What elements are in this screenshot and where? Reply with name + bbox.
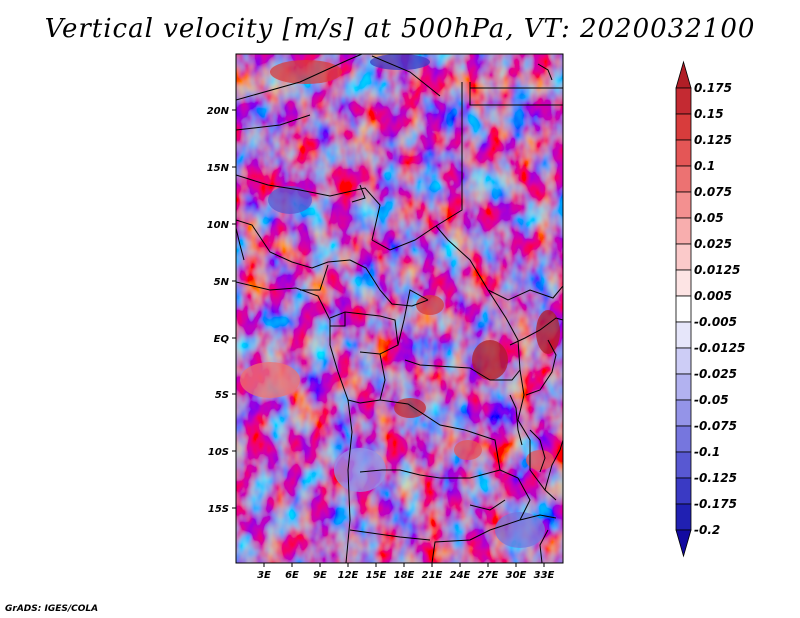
- colorbar-segment: [675, 60, 692, 89]
- x-tick-label: 18E: [394, 570, 415, 581]
- colorbar-label: -0.075: [694, 419, 737, 433]
- intense-ascent-patches: [240, 54, 560, 548]
- colorbar-segment: [675, 295, 692, 323]
- y-tick-label: 15N: [207, 163, 230, 174]
- x-tick-label: 9E: [313, 570, 327, 581]
- x-tick-label: 12E: [338, 570, 359, 581]
- colorbar-segment: [675, 113, 692, 141]
- colorbar-segment: [675, 373, 692, 401]
- colorbar-segment: [675, 191, 692, 219]
- colorbar-label: -0.025: [694, 367, 737, 381]
- colorbar-label: 0.125: [694, 133, 732, 147]
- grads-credit: GrADS: IGES/COLA: [5, 604, 99, 614]
- colorbar-segment: [675, 87, 692, 115]
- colorbar-label: 0.05: [694, 211, 724, 225]
- colorbar-segment: [675, 425, 692, 453]
- colorbar-label: 0.1: [694, 159, 715, 173]
- colorbar-label: 0.005: [694, 289, 732, 303]
- colorbar-label: -0.005: [694, 315, 737, 329]
- colorbar-label: -0.175: [694, 497, 737, 511]
- country-boundaries: [236, 54, 563, 563]
- chart-title: Vertical velocity [m/s] at 500hPa, VT: 2…: [44, 14, 756, 44]
- colorbar-segment: [675, 347, 692, 375]
- colorbar-segment: [675, 165, 692, 193]
- colorbar-segment: [675, 321, 692, 349]
- y-tick-labels: 20N 15N 10N 5N EQ 5S 10S 15S: [207, 106, 230, 515]
- colorbar-segment: [675, 503, 692, 531]
- colorbar-segment: [675, 399, 692, 427]
- map-plot-area: [236, 54, 563, 563]
- y-tick-label: EQ: [214, 334, 230, 345]
- x-tick-label: 27E: [478, 570, 499, 581]
- colorbar-label: 0.075: [694, 185, 732, 199]
- y-tick-label: 5N: [214, 277, 230, 288]
- x-tick-labels: 3E 6E 9E 12E 15E 18E 21E 24E 27E 30E 33E: [257, 570, 554, 581]
- map-frame: [235, 53, 564, 564]
- colorbar: 0.175 0.15 0.125 0.1 0.075 0.05 0.025 0.0125 0.0…: [675, 60, 745, 558]
- y-tick-label: 10S: [208, 447, 229, 458]
- x-tick-label: 3E: [257, 570, 271, 581]
- x-tick-label: 15E: [366, 570, 387, 581]
- colorbar-segment: [675, 477, 692, 505]
- vertical-velocity-field: [236, 54, 563, 563]
- colorbar-segment: [675, 451, 692, 479]
- y-tick-label: 5S: [215, 390, 229, 401]
- colorbar-label: -0.0125: [694, 341, 745, 355]
- colorbar-segment: [675, 529, 692, 558]
- x-ticks: [263, 563, 545, 567]
- y-tick-label: 15S: [208, 504, 229, 515]
- colorbar-segment: [675, 139, 692, 167]
- x-tick-label: 30E: [506, 570, 527, 581]
- y-ticks: [232, 109, 236, 509]
- x-tick-label: 21E: [422, 570, 443, 581]
- x-tick-label: 24E: [450, 570, 471, 581]
- x-tick-label: 33E: [534, 570, 555, 581]
- colorbar-segment: [675, 269, 692, 297]
- colorbar-label: -0.05: [694, 393, 729, 407]
- colorbar-label: 0.0125: [694, 263, 740, 277]
- colorbar-label: -0.125: [694, 471, 737, 485]
- colorbar-label: 0.025: [694, 237, 732, 251]
- colorbar-label: -0.1: [694, 445, 720, 459]
- colorbar-label: -0.2: [694, 523, 720, 537]
- colorbar-segment: [675, 243, 692, 271]
- colorbar-label: 0.175: [694, 81, 732, 95]
- y-tick-label: 20N: [207, 106, 230, 117]
- y-tick-label: 10N: [207, 220, 230, 231]
- x-tick-label: 6E: [285, 570, 299, 581]
- colorbar-label: 0.15: [694, 107, 724, 121]
- colorbar-segment: [675, 217, 692, 245]
